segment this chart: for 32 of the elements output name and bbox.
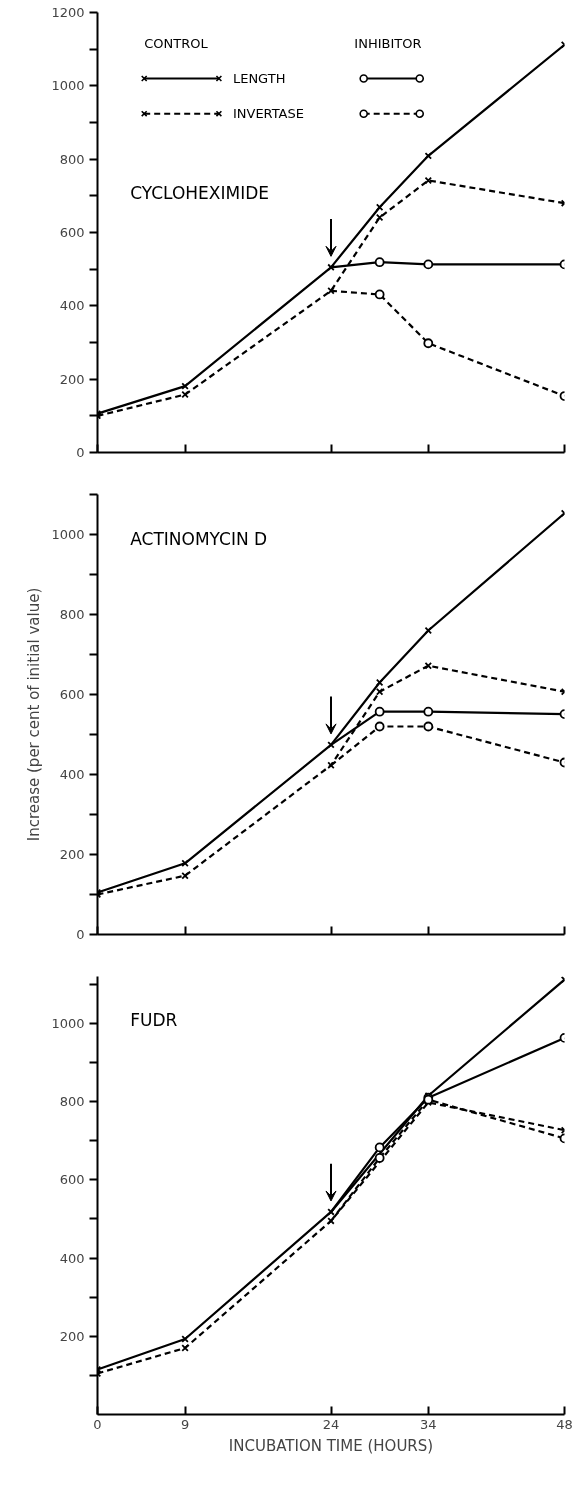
text: ACTINOMYCIN D (130, 528, 268, 549)
x-tick-label: 48 (556, 1416, 573, 1432)
x-tick-label: 0 (93, 1416, 102, 1432)
y-axis-title: Increase (per cent of initial value) (25, 587, 44, 842)
y-tick-label: 600 (59, 1172, 85, 1188)
y-tick-label: 200 (59, 1328, 85, 1344)
y-tick-label: 1000 (51, 78, 85, 94)
text: CYCLOHEXIMIDE (130, 182, 270, 203)
y-tick-label: 0 (76, 927, 85, 942)
x-tick-label: 24 (322, 1416, 340, 1432)
y-tick-label: 1000 (51, 527, 85, 542)
x-tick-label: 34 (420, 1416, 437, 1432)
text: FUDR (130, 1010, 178, 1031)
y-tick-label: 200 (59, 371, 85, 387)
y-tick-label: 600 (59, 225, 85, 240)
y-tick-label: 800 (59, 607, 85, 622)
legend-label: INVERTASE (232, 106, 304, 122)
x-tick-label: 9 (180, 1416, 190, 1432)
y-tick-label: 400 (59, 767, 85, 782)
y-tick-label: 0 (76, 445, 85, 460)
annotation: INHIBITOR (354, 35, 422, 51)
annotation: CONTROL (144, 35, 209, 51)
legend-label: LENGTH (232, 71, 286, 86)
y-tick-label: 200 (59, 847, 85, 862)
y-tick-label: 1200 (51, 5, 85, 20)
x-axis-title: INCUBATION TIME (HOURS) (228, 1436, 434, 1455)
y-tick-label: 1000 (51, 1015, 85, 1031)
y-tick-label: 400 (59, 298, 85, 314)
y-tick-label: 600 (59, 687, 85, 702)
y-tick-label: 800 (59, 151, 85, 167)
y-tick-label: 400 (59, 1250, 85, 1266)
y-tick-label: 800 (59, 1094, 85, 1110)
